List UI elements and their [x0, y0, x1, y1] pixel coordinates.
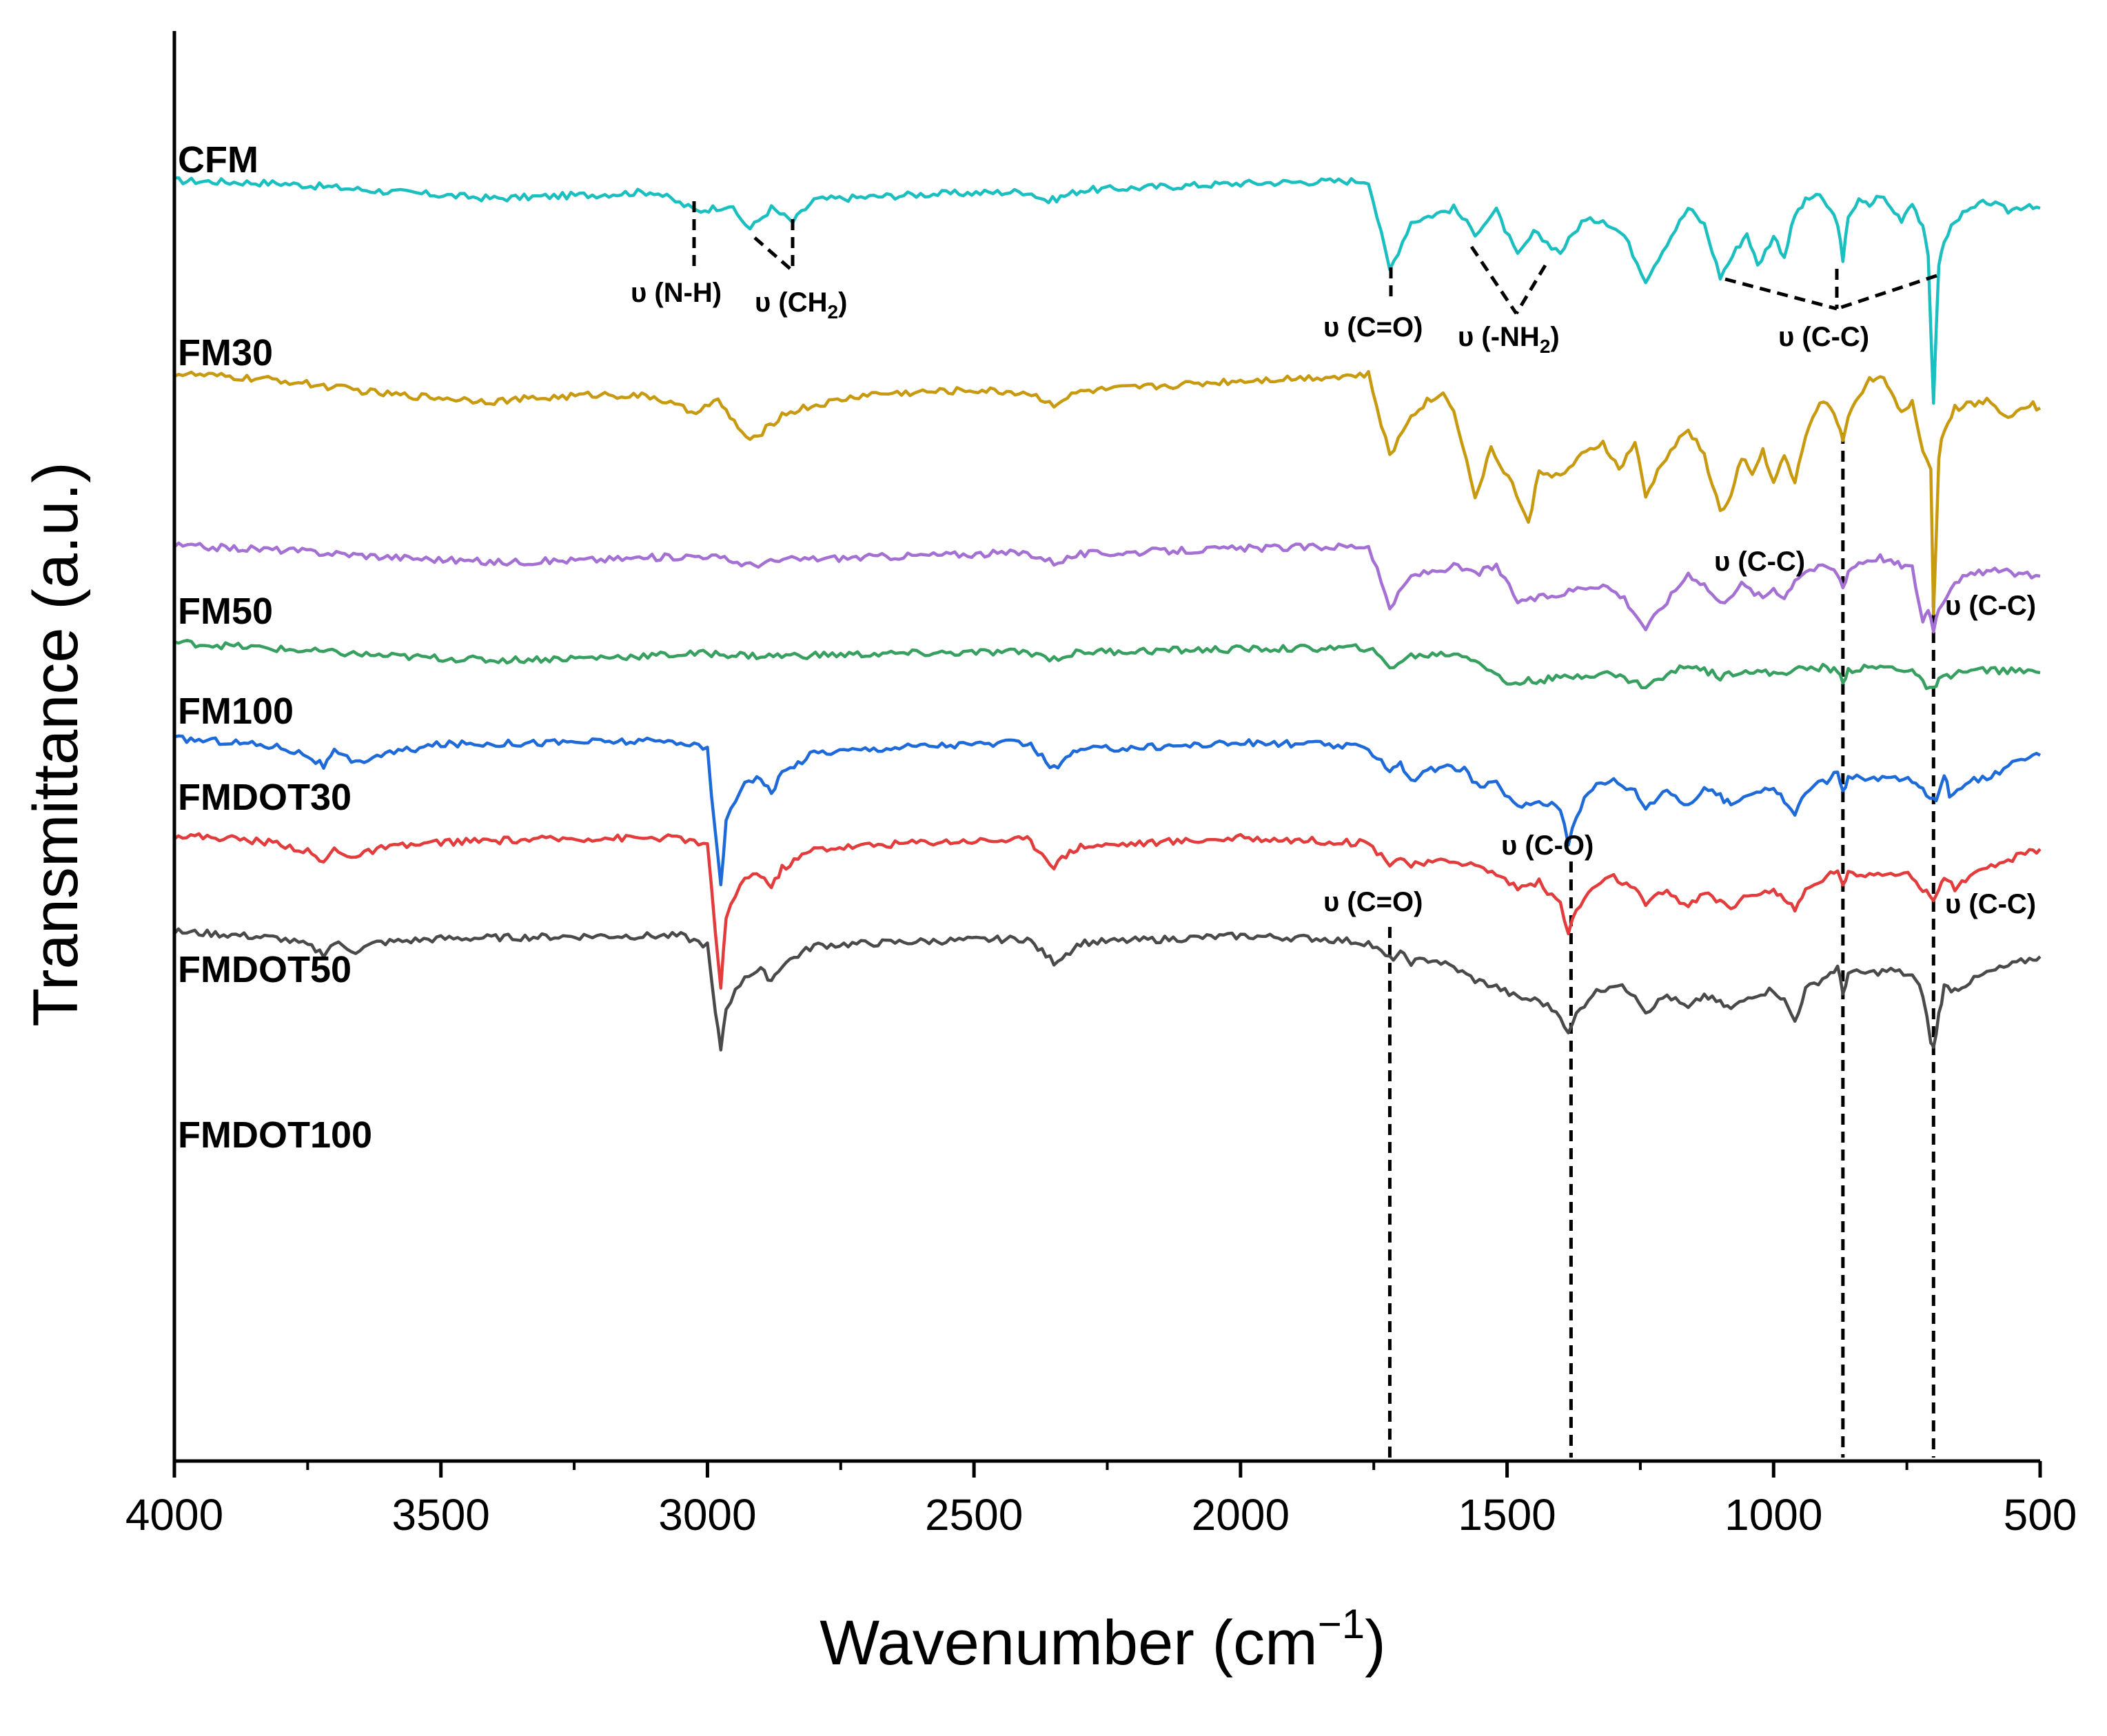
- series-label-fmdot100: FMDOT100: [178, 1114, 372, 1156]
- series-line-fmdot50: [173, 832, 2042, 990]
- series-label-fmdot50: FMDOT50: [178, 949, 352, 990]
- annotation-cc-cfm: υ (C-C): [1778, 322, 1869, 352]
- leader-cc-c: [1836, 274, 1937, 311]
- x-axis-title-close: ): [1365, 1608, 1386, 1678]
- x-axis-title-sup: −1: [1318, 1601, 1365, 1647]
- x-tick-label-2000: 2000: [1192, 1490, 1290, 1540]
- series-label-fm50: FM50: [178, 591, 273, 632]
- annotation-cc-fm30-b: υ (C-C): [1945, 591, 2036, 621]
- annotation-c-o: υ (C-O): [1501, 830, 1594, 861]
- x-tick-label-3000: 3000: [658, 1490, 756, 1540]
- leader-nh2-b: [1514, 264, 1547, 315]
- x-ticks: 4000 3500 3000 2500 2000 1500 1000 500: [125, 1461, 2077, 1540]
- x-tick-label-1500: 1500: [1458, 1490, 1556, 1540]
- leader-cc-a: [1724, 277, 1838, 311]
- series-line-fm30: [174, 369, 2042, 616]
- annotation-ch2: υ (CH2): [755, 287, 847, 323]
- x-tick-label-3500: 3500: [392, 1490, 490, 1540]
- series-line-fmdot100: [173, 927, 2042, 1052]
- y-axis-title: Transmittance (a.u.): [21, 462, 91, 1027]
- x-axis-title: Wavenumber (cm−1): [820, 1601, 1386, 1678]
- annotation-leaders: [692, 201, 1937, 315]
- series-line-cfm: [174, 176, 2041, 405]
- annotation-nh2: υ (-NH2): [1458, 322, 1560, 357]
- x-tick-label-4000: 4000: [125, 1490, 223, 1540]
- leader-ch2-a: [753, 236, 794, 272]
- series-layer: [173, 176, 2042, 1052]
- leader-nh2-a: [1469, 245, 1518, 315]
- x-tick-label-500: 500: [2004, 1490, 2077, 1540]
- x-axis-title-text: Wavenumber (cm: [820, 1608, 1318, 1678]
- series-line-fm100: [174, 638, 2041, 691]
- annotation-cc-fmdot30: υ (C-C): [1945, 889, 2036, 919]
- x-tick-label-2500: 2500: [925, 1490, 1023, 1540]
- annotation-cc-fm30-a: υ (C-C): [1714, 547, 1805, 577]
- series-line-fmdot30: [174, 734, 2042, 887]
- annotation-co-fmdot30: υ (C=O): [1323, 887, 1423, 917]
- x-tick-label-1000: 1000: [1724, 1490, 1822, 1540]
- series-label-fm100: FM100: [178, 691, 294, 732]
- annotation-co-cfm: υ (C=O): [1323, 312, 1423, 343]
- reference-lines: [1387, 433, 1935, 1458]
- annotation-nh: υ (N-H): [631, 278, 722, 308]
- series-label-fm30: FM30: [178, 332, 273, 374]
- series-label-cfm: CFM: [178, 139, 258, 181]
- series-line-fm50: [173, 541, 2041, 634]
- series-label-fmdot30: FMDOT30: [178, 777, 352, 818]
